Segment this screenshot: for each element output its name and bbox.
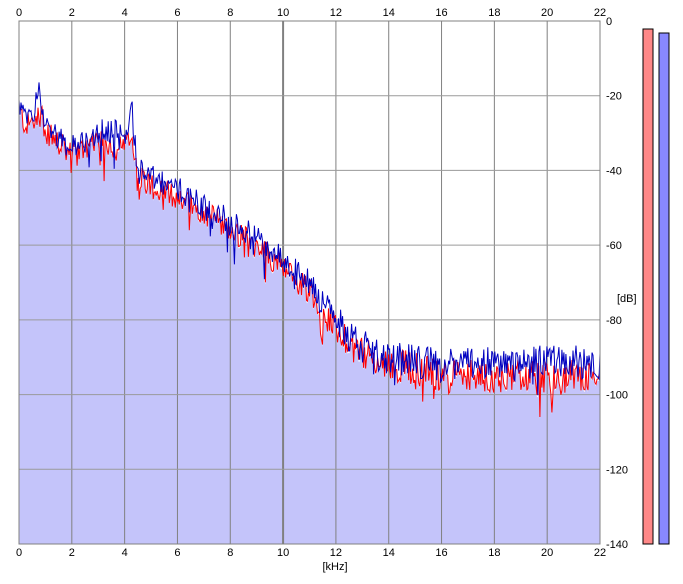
x-tick-label-top: 20 xyxy=(541,7,553,19)
x-tick-label-bottom: 4 xyxy=(122,547,128,559)
y-tick-label: -120 xyxy=(606,464,628,476)
x-tick-label-top: 4 xyxy=(122,7,128,19)
x-tick-label-bottom: 0 xyxy=(16,547,22,559)
y-axis-ticks: 0 -20 -40 -60 -80 -100 -120 -140 xyxy=(606,16,628,551)
y-tick-label: -20 xyxy=(606,91,622,103)
x-tick-label-bottom: 16 xyxy=(435,547,447,559)
x-tick-label-top: 14 xyxy=(383,7,395,19)
y-tick-label: -80 xyxy=(606,315,622,327)
x-tick-label-top: 8 xyxy=(227,7,233,19)
x-axis-top-ticks: 0 2 4 6 8 10 12 14 16 18 20 22 xyxy=(16,7,606,19)
x-tick-label-top: 18 xyxy=(488,7,500,19)
y-axis-label: [dB] xyxy=(617,293,637,305)
x-tick-label-top: 12 xyxy=(330,7,342,19)
spectrum-fill-area xyxy=(19,108,600,544)
level-meter-right xyxy=(658,32,670,545)
x-tick-label-bottom: 8 xyxy=(227,547,233,559)
x-tick-label-bottom: 20 xyxy=(541,547,553,559)
plot-frame xyxy=(18,20,601,545)
x-tick-label-top: 6 xyxy=(174,7,180,19)
x-axis-label: [kHz] xyxy=(322,561,347,573)
x-tick-label-top: 2 xyxy=(69,7,75,19)
x-tick-label-top: 0 xyxy=(16,7,22,19)
y-tick-label: -140 xyxy=(606,539,628,551)
y-tick-label: -60 xyxy=(606,240,622,252)
y-tick-label: -40 xyxy=(606,165,622,177)
x-axis-bottom-ticks: 0 2 4 6 8 10 12 14 16 18 20 22 xyxy=(16,547,606,559)
x-tick-label-bottom: 10 xyxy=(277,547,289,559)
x-tick-label-bottom: 12 xyxy=(330,547,342,559)
x-tick-label-top: 16 xyxy=(435,7,447,19)
x-tick-label-bottom: 6 xyxy=(174,547,180,559)
series-line-left xyxy=(18,104,601,418)
x-tick-label-bottom: 22 xyxy=(594,547,606,559)
series-line-right xyxy=(18,82,601,396)
y-tick-label: -100 xyxy=(606,390,628,402)
x-tick-label-top: 10 xyxy=(277,7,289,19)
x-tick-label-bottom: 18 xyxy=(488,547,500,559)
x-tick-label-bottom: 2 xyxy=(69,547,75,559)
x-tick-label-top: 22 xyxy=(594,7,606,19)
level-meter-left xyxy=(642,28,654,545)
x-tick-label-bottom: 14 xyxy=(383,547,395,559)
y-tick-label: 0 xyxy=(606,16,612,28)
